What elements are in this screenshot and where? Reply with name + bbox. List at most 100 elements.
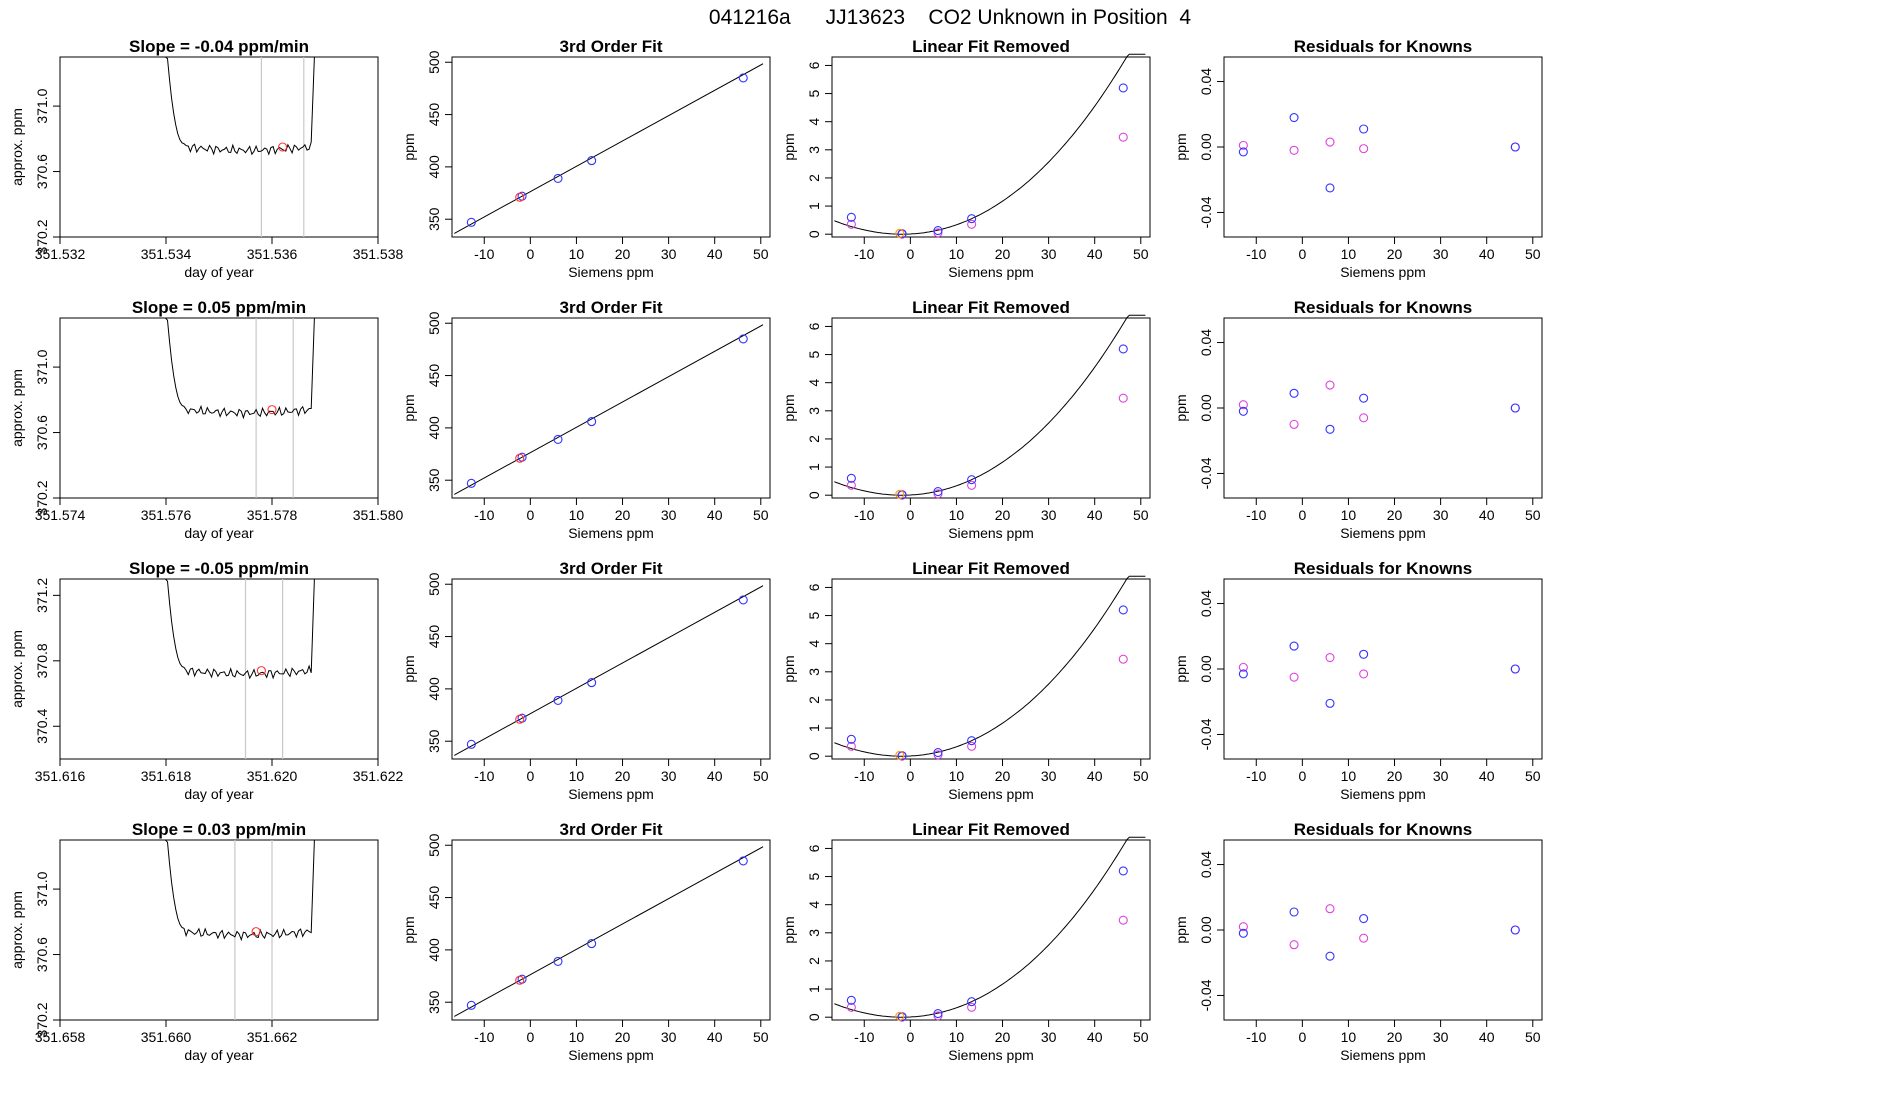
residual-title: Residuals for Knowns xyxy=(1294,820,1473,839)
x-tick-label: 40 xyxy=(1087,507,1103,523)
row-1: 351.532 351.534 351.536 351.538 370.2 370.6 37… xyxy=(9,37,1543,280)
x-tick-label: 40 xyxy=(707,1029,723,1045)
known-point xyxy=(466,739,476,749)
y-tick-label: 400 xyxy=(426,938,442,962)
y-tick-label: 350 xyxy=(426,990,442,1014)
x-tick-label: 20 xyxy=(1387,1029,1403,1045)
residual-point-a xyxy=(1510,403,1520,413)
alt-point xyxy=(967,219,977,229)
y-tick-label: 4 xyxy=(806,901,822,909)
y-axis-label: ppm xyxy=(781,655,797,682)
residual-point-a xyxy=(1289,641,1299,651)
x-tick-label: 30 xyxy=(1041,246,1057,262)
known-point xyxy=(1118,83,1128,93)
alt-point xyxy=(967,480,977,490)
x-tick-label: 0 xyxy=(526,246,534,262)
residual-point-b xyxy=(1359,413,1369,423)
y-tick-label: 500 xyxy=(426,50,442,74)
fit-line xyxy=(454,324,764,495)
y-tick-label: 500 xyxy=(426,572,442,596)
y-tick-label: 0 xyxy=(806,230,822,238)
unknown-point xyxy=(278,142,288,152)
plot-frame xyxy=(59,317,379,499)
x-tick-label: 50 xyxy=(1525,507,1541,523)
x-tick-label: -10 xyxy=(854,768,874,784)
x-tick-label: 20 xyxy=(615,768,631,784)
residual-point-a xyxy=(1289,388,1299,398)
x-axis-label: Siemens ppm xyxy=(568,786,654,802)
y-tick-label: -0.04 xyxy=(1198,196,1214,228)
alt-point xyxy=(1118,915,1128,925)
x-tick-label: 0 xyxy=(526,507,534,523)
x-tick-label: -10 xyxy=(854,246,874,262)
y-tick-label: 6 xyxy=(806,844,822,852)
y-axis-label: approx. ppm xyxy=(9,108,25,186)
plot-frame xyxy=(59,578,379,760)
known-point xyxy=(587,417,597,427)
y-tick-label: 0.00 xyxy=(1198,916,1214,943)
y-axis-label: ppm xyxy=(781,133,797,160)
plot-frame xyxy=(451,839,771,1021)
y-tick-label: 1 xyxy=(806,463,822,471)
plot-frame xyxy=(831,578,1151,760)
x-tick-label: 10 xyxy=(569,507,585,523)
y-axis-label: ppm xyxy=(1173,133,1189,160)
x-tick-label: 351.618 xyxy=(141,768,192,784)
residual-point-a xyxy=(1238,669,1248,679)
y-tick-label: 6 xyxy=(806,583,822,591)
x-tick-label: 30 xyxy=(1041,768,1057,784)
alt-point xyxy=(846,480,856,490)
x-tick-label: 20 xyxy=(1387,246,1403,262)
fit-title: 3rd Order Fit xyxy=(560,820,663,839)
x-tick-label: 0 xyxy=(906,768,914,784)
y-tick-label: 500 xyxy=(426,311,442,335)
y-tick-label: 5 xyxy=(806,350,822,358)
x-axis-label: Siemens ppm xyxy=(1340,264,1426,280)
known-point xyxy=(846,473,856,483)
x-tick-label: 30 xyxy=(661,507,677,523)
unknown-point xyxy=(267,405,277,415)
x-axis-label: day of year xyxy=(184,264,254,280)
known-point xyxy=(587,939,597,949)
unknown-point xyxy=(895,228,905,238)
x-tick-label: -10 xyxy=(1246,768,1266,784)
residual-point-a xyxy=(1359,124,1369,134)
x-tick-label: 10 xyxy=(949,1029,965,1045)
unknown-point xyxy=(895,750,905,760)
curve-line xyxy=(834,53,1146,235)
y-tick-label: 5 xyxy=(806,611,822,619)
y-axis-label: ppm xyxy=(401,394,417,421)
residual-point-a xyxy=(1289,112,1299,123)
known-point xyxy=(553,434,563,444)
residual-point-a xyxy=(1238,406,1248,416)
x-tick-label: -10 xyxy=(474,246,494,262)
x-axis-label: Siemens ppm xyxy=(568,264,654,280)
residual-point-b xyxy=(1238,922,1248,932)
x-tick-label: 10 xyxy=(569,1029,585,1045)
y-tick-label: 3 xyxy=(806,407,822,415)
x-tick-label: 50 xyxy=(1525,1029,1541,1045)
x-tick-label: 351.660 xyxy=(141,1029,192,1045)
trace-line xyxy=(163,839,315,942)
y-tick-label: 0 xyxy=(806,1013,822,1021)
y-tick-label: 400 xyxy=(426,416,442,440)
y-tick-label: 370.6 xyxy=(34,154,50,189)
plot-frame xyxy=(831,56,1151,238)
unknown-point xyxy=(515,192,525,202)
plot-frame xyxy=(451,56,771,238)
alt-point xyxy=(933,750,943,760)
residual-point-a xyxy=(1359,649,1369,659)
x-tick-label: 40 xyxy=(1479,246,1495,262)
known-point xyxy=(1118,605,1128,615)
x-tick-label: 0 xyxy=(906,507,914,523)
known-point xyxy=(587,156,597,166)
fit-line xyxy=(454,846,764,1017)
known-point xyxy=(967,997,977,1007)
row-3: 351.616 351.618 351.620 351.622 370.4 370.8 37… xyxy=(9,559,1543,802)
x-tick-label: 50 xyxy=(1133,768,1149,784)
known-point xyxy=(738,334,748,344)
trace-line xyxy=(163,317,315,420)
y-axis-label: approx. ppm xyxy=(9,891,25,969)
y-tick-label: 371.0 xyxy=(34,349,50,384)
linear-title: Linear Fit Removed xyxy=(912,37,1070,56)
